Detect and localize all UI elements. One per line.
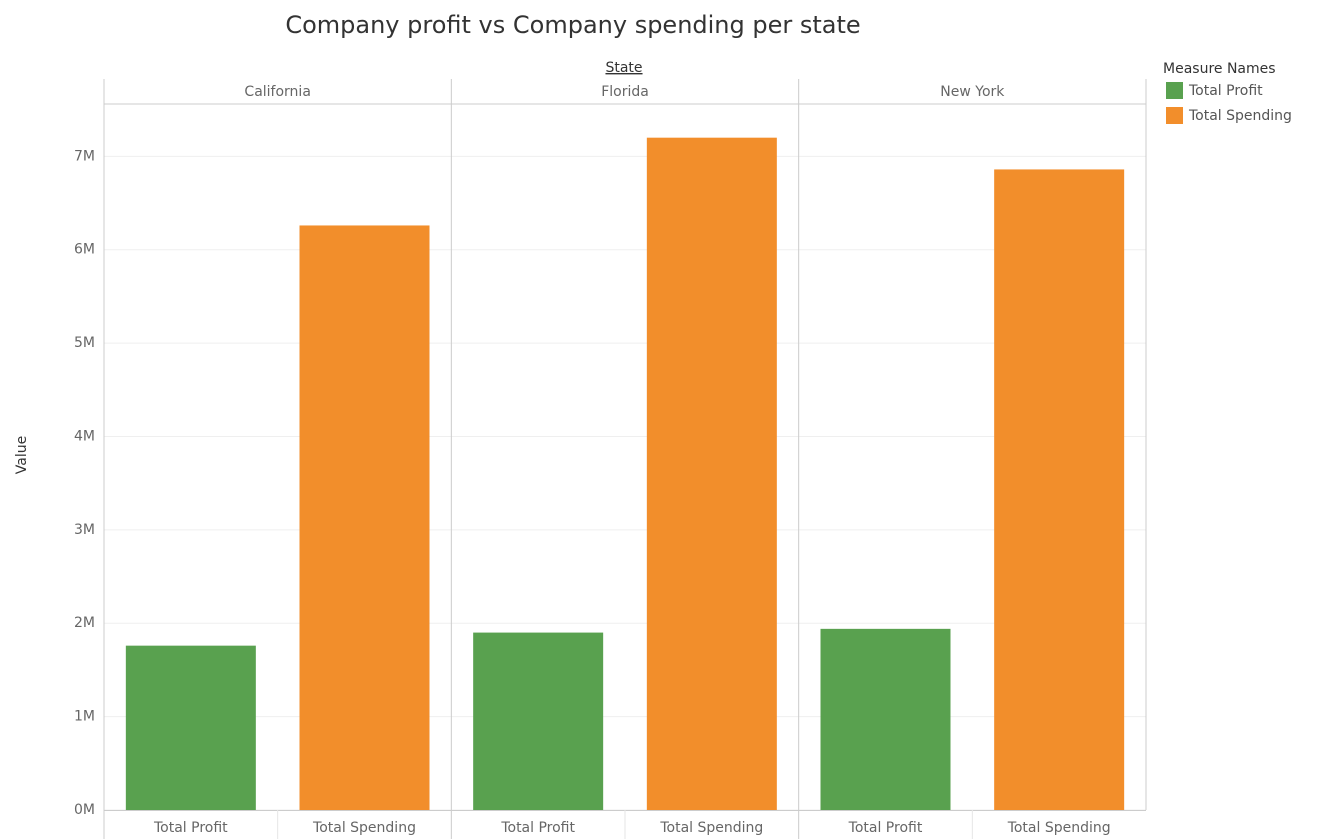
legend-swatch xyxy=(1166,107,1183,124)
facet-header: California xyxy=(244,84,310,100)
y-axis-title: Value xyxy=(14,436,30,474)
facet-label: State xyxy=(605,60,642,76)
chart-title: Company profit vs Company spending per s… xyxy=(285,11,860,39)
x-tick-label: Total Profit xyxy=(500,820,575,836)
y-tick-label: 7M xyxy=(74,148,95,164)
bar xyxy=(994,169,1125,810)
bar xyxy=(820,628,951,810)
y-tick-label: 0M xyxy=(74,802,95,818)
bar xyxy=(473,632,604,810)
legend-title: Measure Names xyxy=(1163,61,1276,77)
x-tick-label: Total Profit xyxy=(153,820,228,836)
bar xyxy=(646,137,777,810)
legend-label: Total Profit xyxy=(1188,83,1263,99)
x-tick-label: Total Spending xyxy=(659,820,763,836)
bar xyxy=(125,645,256,810)
y-tick-label: 2M xyxy=(74,615,95,631)
y-tick-label: 6M xyxy=(74,242,95,258)
facet-header: Florida xyxy=(601,84,649,100)
x-tick-label: Total Profit xyxy=(848,820,923,836)
y-tick-label: 3M xyxy=(74,522,95,538)
y-tick-label: 4M xyxy=(74,428,95,444)
bar xyxy=(299,225,430,810)
y-tick-label: 5M xyxy=(74,335,95,351)
legend-label: Total Spending xyxy=(1188,108,1292,124)
x-tick-label: Total Spending xyxy=(1007,820,1111,836)
facet-header: New York xyxy=(940,84,1005,100)
y-tick-label: 1M xyxy=(74,709,95,725)
legend-swatch xyxy=(1166,82,1183,99)
x-tick-label: Total Spending xyxy=(312,820,416,836)
